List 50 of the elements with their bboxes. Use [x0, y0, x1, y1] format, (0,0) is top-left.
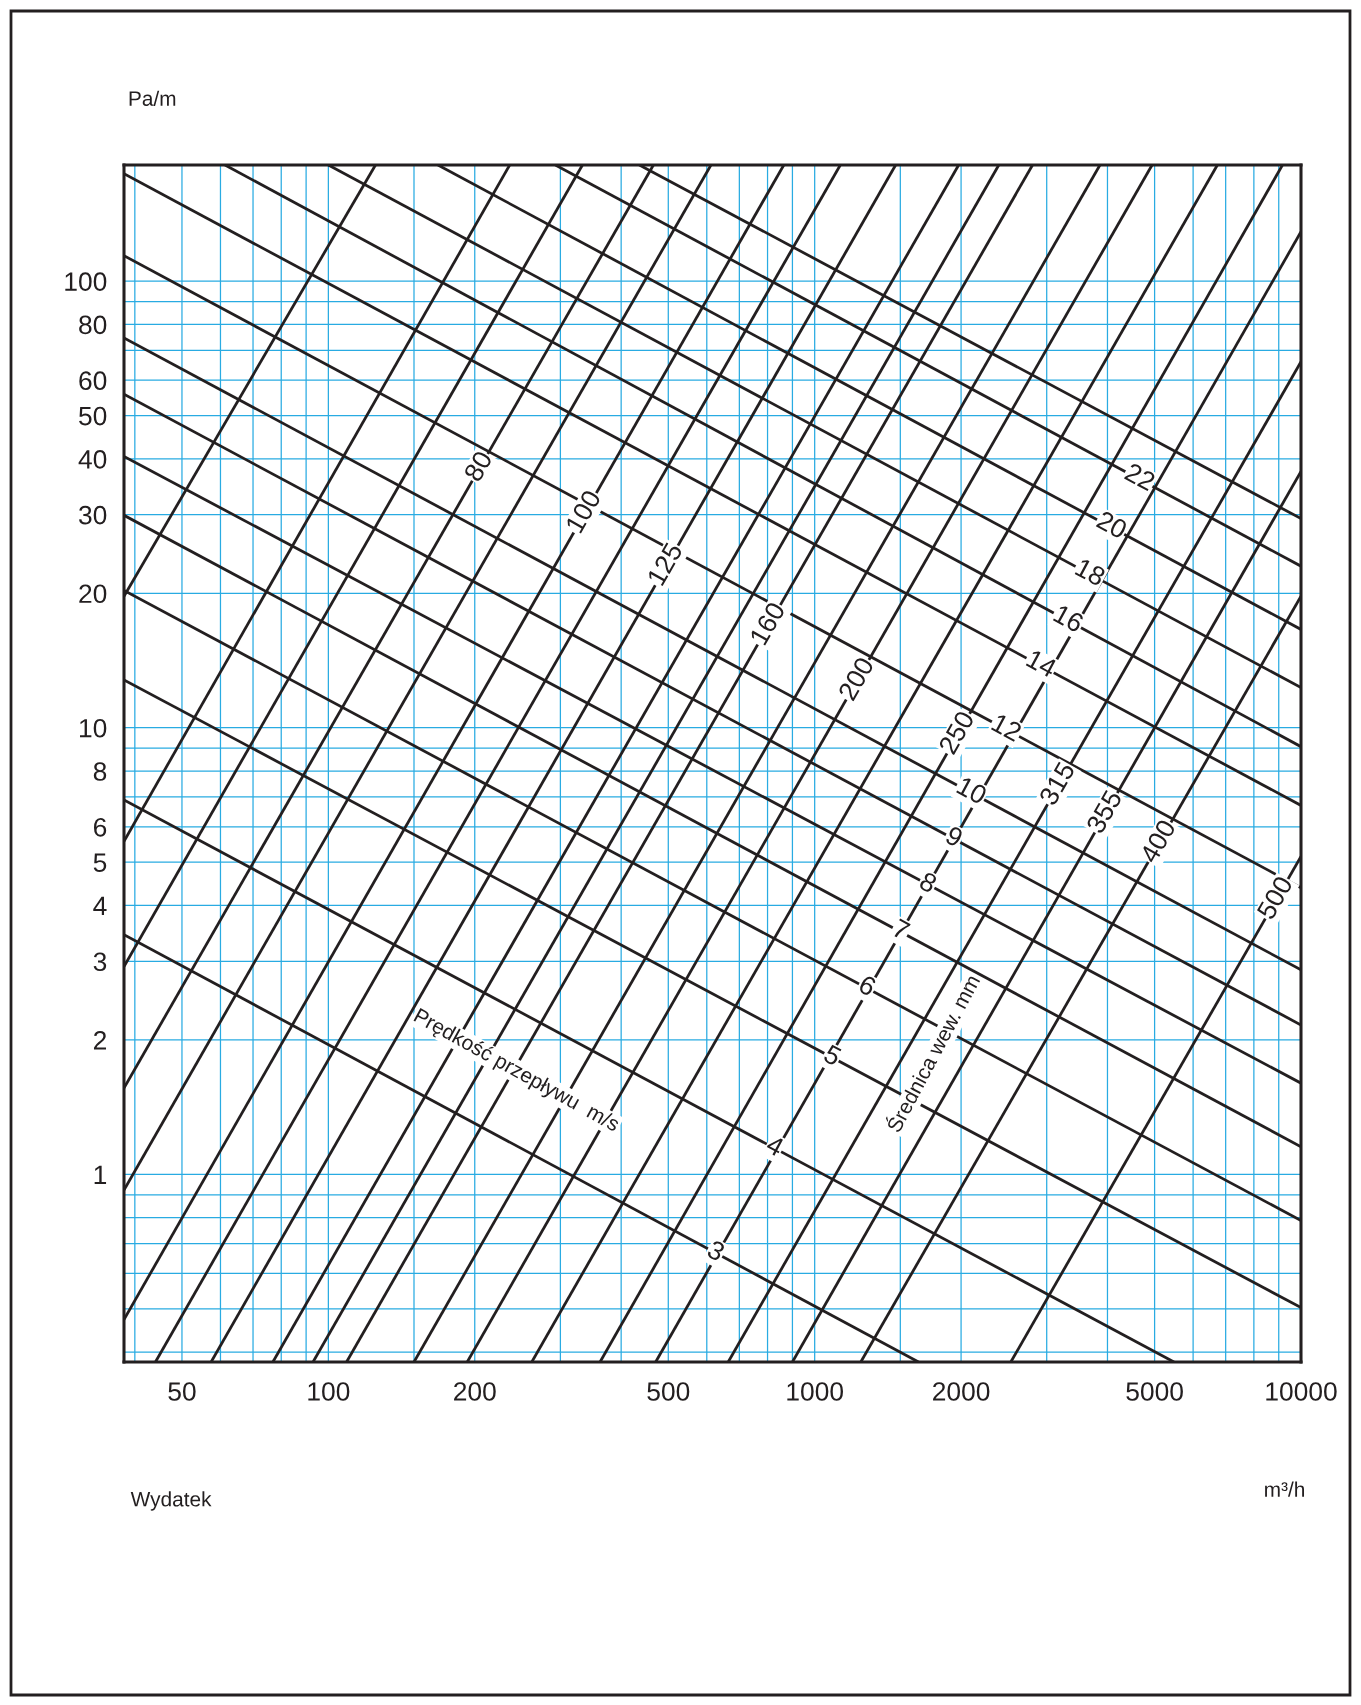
annotation: 500 [1256, 874, 1294, 921]
annotation: 7 [891, 918, 911, 941]
annotation: 250 [937, 709, 975, 756]
annotation: 4 [764, 1134, 786, 1157]
annotation: 12 [991, 713, 1023, 742]
annotation: 9 [944, 825, 965, 848]
annotation: 400 [1139, 818, 1177, 865]
x-tick-label: 10000 [1266, 1382, 1337, 1401]
annotation: 80 [463, 449, 493, 483]
y-tick-label: 3 [93, 952, 107, 972]
x-tick-label: 5000 [1126, 1382, 1183, 1401]
annotation: 18 [1074, 557, 1107, 587]
y-tick-label: 20 [79, 584, 107, 604]
annotation: 10 [956, 776, 989, 805]
annotation: 160 [749, 600, 786, 646]
y-axis-title: Pa/m [129, 90, 176, 106]
annotation: 315 [1038, 760, 1076, 807]
annotation: 22 [1124, 462, 1157, 492]
y-tick-label: 80 [79, 315, 107, 335]
x-tick-label: 100 [308, 1382, 350, 1401]
annotation: 200 [837, 655, 875, 702]
x-tick-label: 500 [647, 1382, 690, 1401]
y-tick-label: 8 [93, 762, 107, 781]
annotation: 8 [918, 871, 939, 894]
text: m³/h [1265, 1481, 1304, 1497]
y-tick-label: 50 [79, 406, 107, 426]
annotation: 100 [564, 488, 602, 534]
y-tick-label: 1 [94, 1165, 107, 1184]
annotation: 355 [1085, 788, 1123, 835]
x-tick-label: 2000 [933, 1382, 990, 1401]
x-axis-title: Wydatek [130, 1491, 212, 1511]
x-tick-label: 50 [168, 1382, 196, 1401]
y-tick-label: 6 [94, 817, 107, 837]
annotation: 3 [706, 1239, 727, 1262]
y-tick-label: 4 [93, 896, 107, 916]
y-tick-label: 2 [93, 1031, 107, 1050]
annotation: 16 [1052, 604, 1085, 633]
y-tick-label: 10 [80, 718, 107, 738]
x-tick-label: 200 [454, 1382, 496, 1401]
y-tick-label: 40 [78, 450, 107, 469]
y-tick-label: 100 [65, 272, 107, 291]
y-tick-label: 30 [78, 505, 107, 525]
annotation: 125 [646, 541, 684, 587]
x-tick-label: 1000 [787, 1382, 843, 1401]
annotation: 5 [822, 1044, 843, 1067]
y-tick-label: 5 [93, 853, 107, 872]
annotation: 14 [1025, 649, 1058, 678]
annotation: 20 [1095, 510, 1129, 540]
y-tick-label: 60 [79, 371, 107, 391]
annotation: 6 [857, 974, 878, 997]
